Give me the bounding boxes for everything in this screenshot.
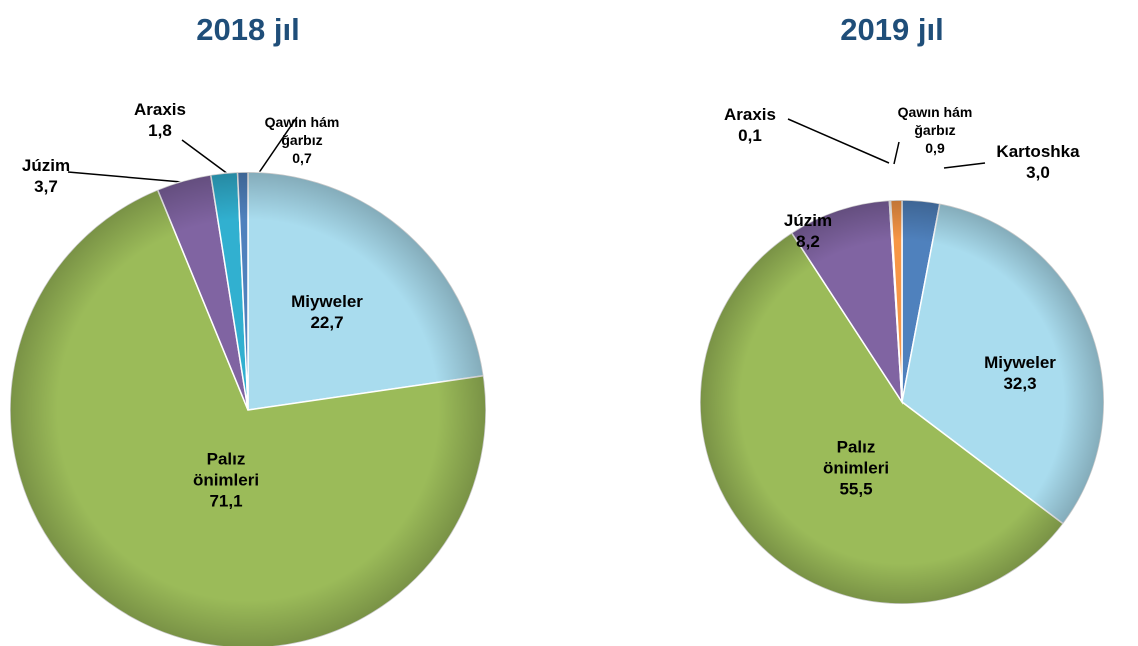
leader-line xyxy=(893,141,900,165)
value-label: 8,2 xyxy=(796,232,820,251)
value-label: 0,1 xyxy=(738,126,762,145)
category-label: Qawın hám ğarbız xyxy=(264,114,340,148)
leader-lines xyxy=(67,116,986,184)
slice-label: Palız önimleri 71,1 xyxy=(176,449,276,512)
category-label: Qawın hám ğarbız xyxy=(897,104,973,138)
chart-title: 2019 jıl xyxy=(840,12,944,47)
slice-label: Qawın hám ğarbız 0,7 xyxy=(252,113,352,167)
value-label: 3,0 xyxy=(1026,163,1050,182)
value-label: 0,9 xyxy=(925,140,945,156)
category-label: Kartoshka xyxy=(996,142,1080,161)
slice-label: Júzim 3,7 xyxy=(16,155,76,197)
category-label: Miyweler xyxy=(984,353,1056,372)
value-label: 32,3 xyxy=(1003,374,1037,393)
slice-label: Qawın hám ğarbız 0,9 xyxy=(885,103,985,157)
leader-line xyxy=(253,116,298,181)
value-label: 1,8 xyxy=(148,121,172,140)
slice-label: Araxis 0,1 xyxy=(720,104,780,146)
value-label: 0,7 xyxy=(292,150,312,166)
slice-label: Miyweler 32,3 xyxy=(973,352,1068,394)
leader-line xyxy=(943,162,986,169)
category-label: Araxis xyxy=(134,100,186,119)
value-label: 55,5 xyxy=(839,479,873,499)
leader-line xyxy=(67,171,194,184)
value-label: 3,7 xyxy=(34,177,58,196)
category-label: Araxis xyxy=(724,105,776,124)
value-label: 22,7 xyxy=(310,313,344,332)
value-label: 71,1 xyxy=(209,491,243,511)
category-label: Júzim xyxy=(783,211,833,230)
category-label: Miyweler xyxy=(291,292,363,311)
category-label: Palız önimleri xyxy=(192,449,260,490)
slice-label: Júzim 8,2 xyxy=(778,210,838,252)
slice-label: Miyweler 22,7 xyxy=(280,291,375,333)
slice-label: Araxis 1,8 xyxy=(130,99,190,141)
category-label: Palız önimleri xyxy=(822,437,890,478)
slice-label: Palız önimleri 55,5 xyxy=(806,437,906,500)
category-label: Júzim xyxy=(21,156,71,175)
leader-line xyxy=(787,118,890,164)
chart-title: 2018 jıl xyxy=(196,12,300,47)
slice-label: Kartoshka 3,0 xyxy=(983,141,1093,183)
